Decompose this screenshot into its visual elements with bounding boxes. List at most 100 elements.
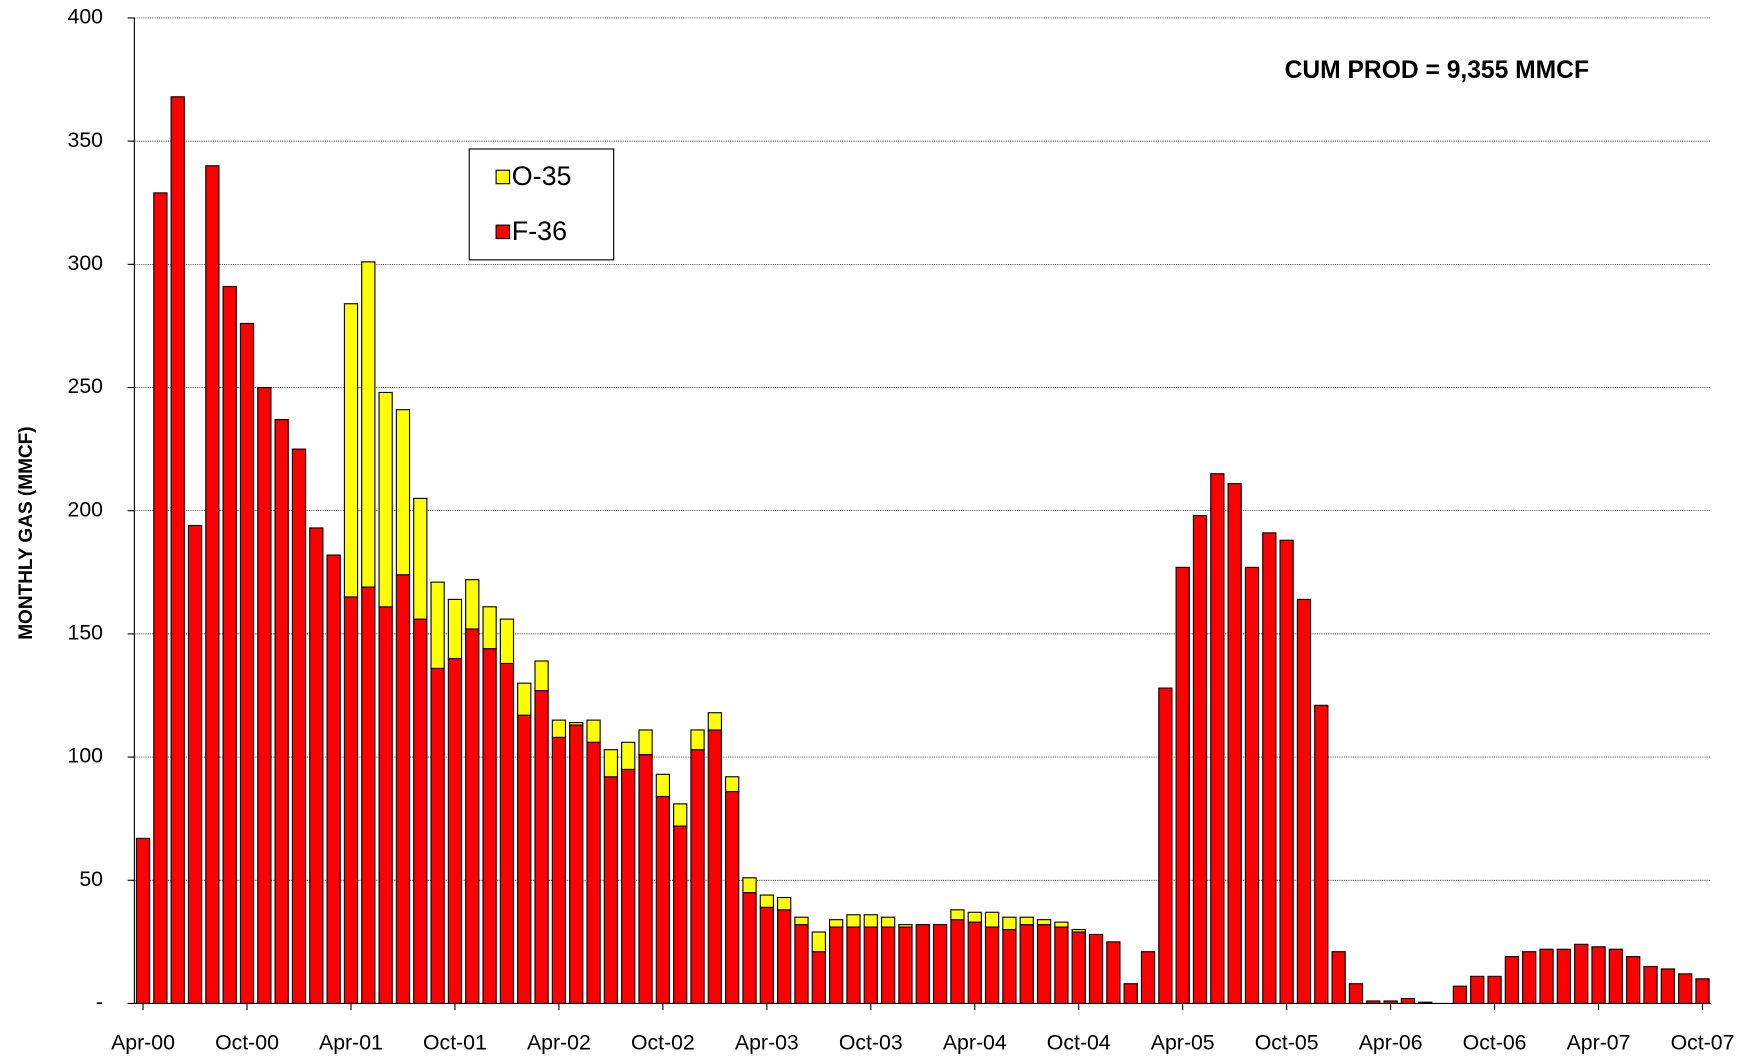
bar-segment (1002, 928, 1017, 1005)
bar-segment (1383, 1000, 1398, 1005)
bar-segment (534, 689, 549, 1005)
bar-segment (1088, 933, 1104, 1005)
bar-segment (984, 926, 1000, 1005)
bar-segment (343, 303, 359, 598)
x-tick-label: Oct-07 (1671, 1030, 1735, 1054)
bar-segment (465, 628, 480, 1005)
bar-segment (447, 657, 463, 1005)
bar-segment (1175, 566, 1190, 1005)
y-tick-label: 250 (68, 374, 103, 398)
bar-segment (828, 919, 844, 928)
bar-segment (1071, 928, 1086, 933)
x-tick-label: Apr-05 (1151, 1030, 1215, 1054)
bar-segment (742, 892, 757, 1005)
bar-segment (898, 926, 913, 1005)
bar-segment (239, 322, 255, 1005)
bar-segment (950, 909, 965, 921)
bar-segment (1626, 956, 1641, 1005)
bar-segment (967, 911, 982, 923)
bar-segment (1123, 983, 1138, 1005)
bar-segment (1660, 968, 1675, 1005)
bar-segment (326, 554, 341, 1005)
bar-segment (499, 662, 515, 1005)
x-tick-label: Oct-04 (1047, 1030, 1111, 1054)
bar-segment (898, 924, 913, 928)
bar-segment (482, 648, 497, 1005)
bar-segment (1643, 965, 1658, 1005)
y-tick-label: - (96, 990, 103, 1014)
bar-segment (1019, 924, 1034, 1005)
bar-segment (725, 791, 740, 1005)
bar-segment (361, 261, 376, 588)
y-tick-label: 350 (68, 128, 103, 152)
bar-segment (1695, 978, 1710, 1005)
bar-segment (1036, 919, 1052, 926)
bar-segment (1574, 943, 1589, 1005)
y-tick-label: 300 (68, 251, 103, 275)
x-tick-label: Apr-06 (1359, 1030, 1423, 1054)
bar-segment (413, 497, 428, 620)
bar-segment (569, 724, 584, 1005)
bar-segment (378, 391, 393, 608)
bar-segment (673, 803, 688, 827)
x-tick-label: Apr-04 (943, 1030, 1007, 1054)
bar-segment (447, 598, 463, 660)
bar-segment (534, 660, 549, 692)
bar-segment (413, 618, 428, 1005)
bar-segment (1227, 483, 1242, 1005)
bar-segment (187, 524, 203, 1005)
bar-segment (655, 795, 671, 1005)
bar-segment (465, 579, 480, 630)
bar-segment (1556, 948, 1572, 1005)
bar-segment (586, 719, 601, 743)
bar-segment (880, 916, 896, 928)
bar-segment (499, 618, 515, 665)
legend-swatch (495, 224, 511, 240)
bar-segment (569, 722, 584, 726)
bar-segment (1296, 598, 1312, 1005)
bar-segment (915, 924, 930, 1005)
y-tick-label: 200 (68, 497, 103, 521)
bar-segment (274, 418, 289, 1005)
bar-segment (707, 729, 722, 1005)
bar-segment (551, 736, 567, 1005)
bar-segment (1244, 566, 1260, 1005)
bar-segment (1106, 941, 1121, 1005)
bar-segment (621, 741, 636, 770)
bar-segment (863, 914, 878, 928)
bar-segment (1054, 921, 1069, 928)
bar-segment (222, 285, 237, 1005)
bar-segment (1591, 946, 1606, 1005)
y-tick-label: 50 (79, 867, 103, 891)
bar-segment (777, 896, 792, 911)
bar-segment (1452, 985, 1468, 1005)
bar-segment (811, 931, 826, 953)
x-tick-label: Oct-06 (1463, 1030, 1527, 1054)
x-tick-label: Apr-03 (735, 1030, 799, 1054)
x-tick-label: Apr-02 (527, 1030, 591, 1054)
bar-segment (395, 574, 411, 1005)
bar-segment (395, 409, 411, 576)
legend-box (468, 148, 615, 261)
bar-segment (1539, 948, 1554, 1005)
bar-segment (1054, 926, 1069, 1005)
bar-segment (1262, 532, 1277, 1005)
y-tick-label: 150 (68, 621, 103, 645)
bar-segment (1158, 687, 1173, 1005)
bar-segment (725, 776, 740, 793)
bar-segment (759, 906, 774, 1005)
bar-segment (586, 741, 601, 1005)
bar-segment (967, 921, 982, 1005)
x-tick-label: Oct-00 (215, 1030, 279, 1054)
bar-segment (1678, 973, 1693, 1005)
bar-segment (361, 586, 376, 1005)
bar-segment (205, 165, 220, 1005)
bar-segment (1192, 515, 1208, 1005)
legend-label: F-36 (512, 216, 567, 246)
legend-swatch (495, 169, 511, 185)
bar-segment (1522, 951, 1537, 1005)
y-tick-label: 400 (68, 5, 103, 29)
bar-segment (811, 951, 826, 1005)
bar-segment (1002, 916, 1017, 931)
bar-segment (690, 729, 705, 751)
